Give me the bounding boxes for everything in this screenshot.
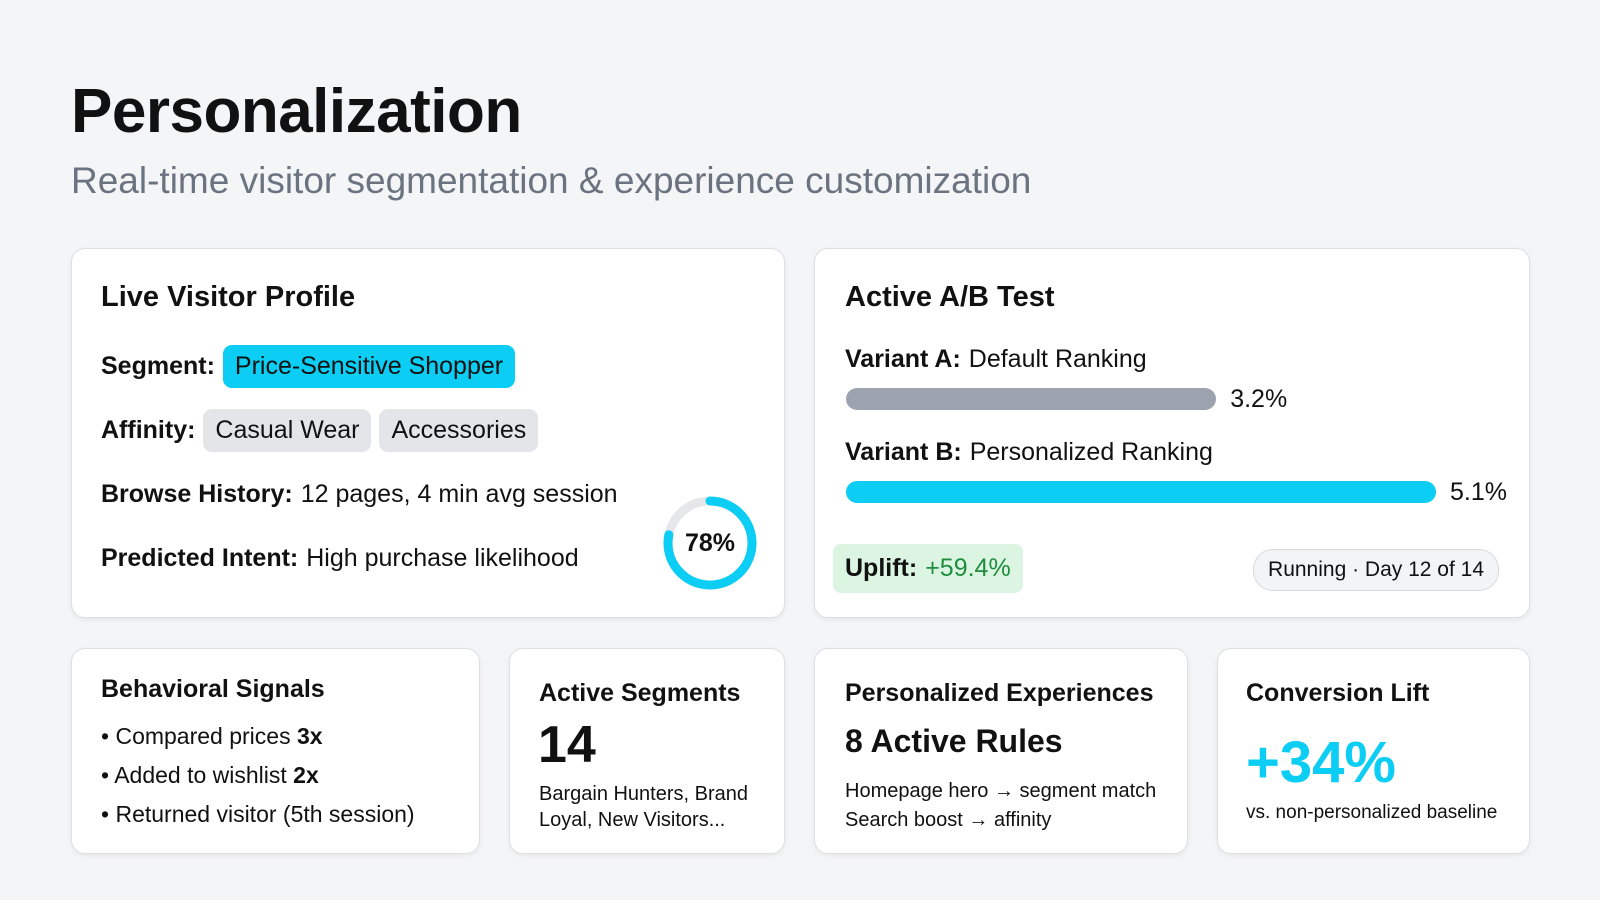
predicted-intent-row: Predicted Intent: High purchase likeliho… xyxy=(101,544,579,573)
segment-label: Segment: xyxy=(101,352,215,380)
live-visitor-profile-card: Live Visitor Profile Segment: Price-Sens… xyxy=(71,248,785,618)
variant-b-label: Variant B: Personalized Ranking xyxy=(845,438,1213,467)
affinity-label: Affinity: xyxy=(101,416,196,444)
variant-b-value: 5.1% xyxy=(1450,478,1507,506)
signal-count: 3x xyxy=(296,723,323,749)
page-title: Personalization xyxy=(71,77,522,146)
signal-item: • Added to wishlist 2x xyxy=(101,762,319,788)
active-segments-card: Active Segments 14 Bargain Hunters, Bran… xyxy=(509,648,785,854)
segments-description: Bargain Hunters, Brand Loyal, New Visito… xyxy=(539,783,749,831)
affinity-tag[interactable]: Accessories xyxy=(379,409,539,452)
variant-a-label: Variant A: Default Ranking xyxy=(845,345,1147,374)
signal-text: Added to wishlist xyxy=(114,762,294,788)
variant-a-name: Default Ranking xyxy=(968,345,1147,373)
signal-item: • Compared prices 3x xyxy=(101,723,323,749)
uplift-label: Uplift: xyxy=(845,554,918,582)
rules-list: Homepage hero → segment match Search boo… xyxy=(845,777,1156,835)
conversion-lift-card: Conversion Lift +34% vs. non-personalize… xyxy=(1217,648,1530,854)
variant-b-bar xyxy=(846,481,1436,503)
browse-history-row: Browse History: 12 pages, 4 min avg sess… xyxy=(101,480,618,509)
uplift-badge: Uplift: +59.4% xyxy=(833,544,1023,593)
intent-value: High purchase likelihood xyxy=(306,544,579,572)
card-title: Active A/B Test xyxy=(845,281,1055,313)
intent-score-text: 78% xyxy=(684,529,736,557)
affinity-tag[interactable]: Casual Wear xyxy=(203,409,372,452)
card-title: Behavioral Signals xyxy=(101,675,325,703)
variant-a-value: 3.2% xyxy=(1230,385,1288,413)
personalized-experiences-card: Personalized Experiences 8 Active Rules … xyxy=(814,648,1188,854)
page-subtitle: Real-time visitor segmentation & experie… xyxy=(71,160,1032,201)
variant-b-key: Variant B: xyxy=(845,438,962,466)
variant-a-key: Variant A: xyxy=(845,345,961,373)
signal-text: Returned visitor (5th session) xyxy=(115,801,415,827)
lift-value: +34% xyxy=(1246,730,1396,795)
intent-score-ring xyxy=(663,496,757,590)
signal-item: • Returned visitor (5th session) xyxy=(101,801,415,827)
card-title: Personalized Experiences xyxy=(845,679,1154,707)
segment-badge[interactable]: Price-Sensitive Shopper xyxy=(222,345,516,388)
active-rules: 8 Active Rules xyxy=(845,723,1063,759)
rule-item: Search boost → affinity xyxy=(845,809,1052,831)
test-status-badge: Running · Day 12 of 14 xyxy=(1253,549,1499,591)
browse-value: 12 pages, 4 min avg session xyxy=(300,480,618,508)
signal-text: Compared prices xyxy=(115,723,297,749)
card-title: Conversion Lift xyxy=(1246,679,1430,707)
variant-a-bar xyxy=(846,388,1217,410)
ab-test-card: Active A/B Test Variant A: Default Ranki… xyxy=(814,248,1530,618)
card-title: Live Visitor Profile xyxy=(101,281,356,313)
segment-row: Segment: Price-Sensitive Shopper xyxy=(101,345,523,388)
signals-list: • Compared prices 3x • Added to wishlist … xyxy=(101,717,415,834)
browse-label: Browse History: xyxy=(101,480,293,508)
lift-description: vs. non-personalized baseline xyxy=(1246,802,1498,823)
ring-progress xyxy=(663,496,757,590)
behavioral-signals-card: Behavioral Signals • Compared prices 3x •… xyxy=(71,648,480,854)
segments-count: 14 xyxy=(538,716,596,774)
uplift-value: +59.4% xyxy=(925,554,1011,582)
affinity-row: Affinity: Casual Wear Accessories xyxy=(101,409,546,452)
card-title: Active Segments xyxy=(539,679,741,707)
signal-count: 2x xyxy=(293,762,319,788)
intent-label: Predicted Intent: xyxy=(101,544,299,572)
variant-b-name: Personalized Ranking xyxy=(969,438,1213,466)
rule-item: Homepage hero → segment match xyxy=(845,780,1157,802)
